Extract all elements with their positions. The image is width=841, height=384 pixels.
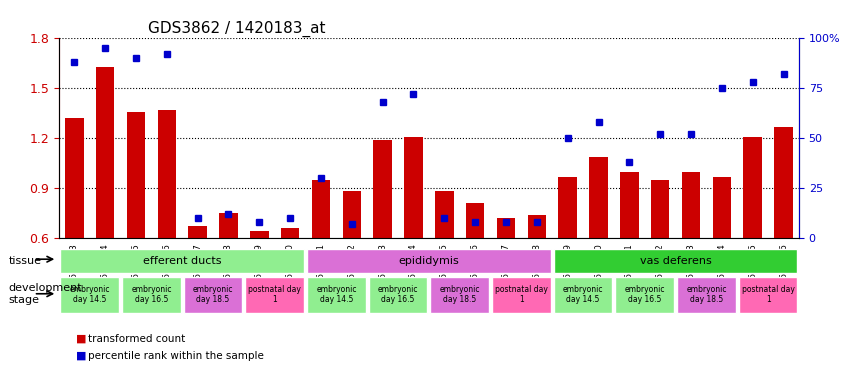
FancyBboxPatch shape bbox=[307, 276, 366, 313]
FancyBboxPatch shape bbox=[677, 276, 736, 313]
Text: embryonic
day 16.5: embryonic day 16.5 bbox=[378, 285, 418, 305]
Bar bbox=[497, 218, 516, 238]
FancyBboxPatch shape bbox=[246, 276, 304, 313]
Bar bbox=[558, 177, 577, 238]
Text: ■: ■ bbox=[76, 351, 86, 361]
Bar bbox=[188, 227, 207, 238]
FancyBboxPatch shape bbox=[492, 276, 551, 313]
FancyBboxPatch shape bbox=[122, 276, 181, 313]
Bar bbox=[775, 127, 793, 238]
Text: transformed count: transformed count bbox=[88, 334, 186, 344]
Bar bbox=[712, 177, 731, 238]
Bar bbox=[220, 213, 238, 238]
Bar bbox=[620, 172, 638, 238]
Bar bbox=[743, 137, 762, 238]
Text: embryonic
day 14.5: embryonic day 14.5 bbox=[563, 285, 603, 305]
Text: efferent ducts: efferent ducts bbox=[143, 256, 221, 266]
Bar bbox=[281, 228, 299, 238]
Text: postnatal day
1: postnatal day 1 bbox=[495, 285, 547, 305]
Text: embryonic
day 14.5: embryonic day 14.5 bbox=[70, 285, 110, 305]
Bar bbox=[590, 157, 608, 238]
FancyBboxPatch shape bbox=[61, 276, 119, 313]
Text: percentile rank within the sample: percentile rank within the sample bbox=[88, 351, 264, 361]
Text: embryonic
day 18.5: embryonic day 18.5 bbox=[193, 285, 233, 305]
Bar bbox=[157, 110, 176, 238]
Bar bbox=[651, 180, 669, 238]
Bar bbox=[96, 67, 114, 238]
Bar bbox=[373, 140, 392, 238]
Bar bbox=[312, 180, 331, 238]
Bar bbox=[527, 215, 546, 238]
Text: embryonic
day 16.5: embryonic day 16.5 bbox=[131, 285, 172, 305]
Bar bbox=[435, 192, 453, 238]
Text: embryonic
day 18.5: embryonic day 18.5 bbox=[686, 285, 727, 305]
Bar bbox=[466, 203, 484, 238]
FancyBboxPatch shape bbox=[738, 276, 797, 313]
FancyBboxPatch shape bbox=[616, 276, 674, 313]
Bar bbox=[250, 232, 268, 238]
Text: epididymis: epididymis bbox=[399, 256, 459, 266]
FancyBboxPatch shape bbox=[553, 276, 612, 313]
FancyBboxPatch shape bbox=[61, 249, 304, 273]
Text: GDS3862 / 1420183_at: GDS3862 / 1420183_at bbox=[148, 21, 325, 37]
Bar bbox=[65, 118, 83, 238]
Text: development
stage: development stage bbox=[8, 283, 82, 305]
Bar bbox=[405, 137, 423, 238]
Text: embryonic
day 18.5: embryonic day 18.5 bbox=[440, 285, 480, 305]
Text: vas deferens: vas deferens bbox=[640, 256, 711, 266]
FancyBboxPatch shape bbox=[431, 276, 489, 313]
Bar bbox=[342, 192, 361, 238]
Bar bbox=[682, 172, 701, 238]
Text: embryonic
day 14.5: embryonic day 14.5 bbox=[316, 285, 357, 305]
Text: ■: ■ bbox=[76, 334, 86, 344]
Text: postnatal day
1: postnatal day 1 bbox=[742, 285, 795, 305]
FancyBboxPatch shape bbox=[307, 249, 551, 273]
FancyBboxPatch shape bbox=[368, 276, 427, 313]
Text: tissue: tissue bbox=[8, 256, 41, 266]
FancyBboxPatch shape bbox=[553, 249, 797, 273]
Text: embryonic
day 16.5: embryonic day 16.5 bbox=[625, 285, 665, 305]
Bar bbox=[127, 112, 145, 238]
Text: postnatal day
1: postnatal day 1 bbox=[248, 285, 301, 305]
FancyBboxPatch shape bbox=[183, 276, 242, 313]
